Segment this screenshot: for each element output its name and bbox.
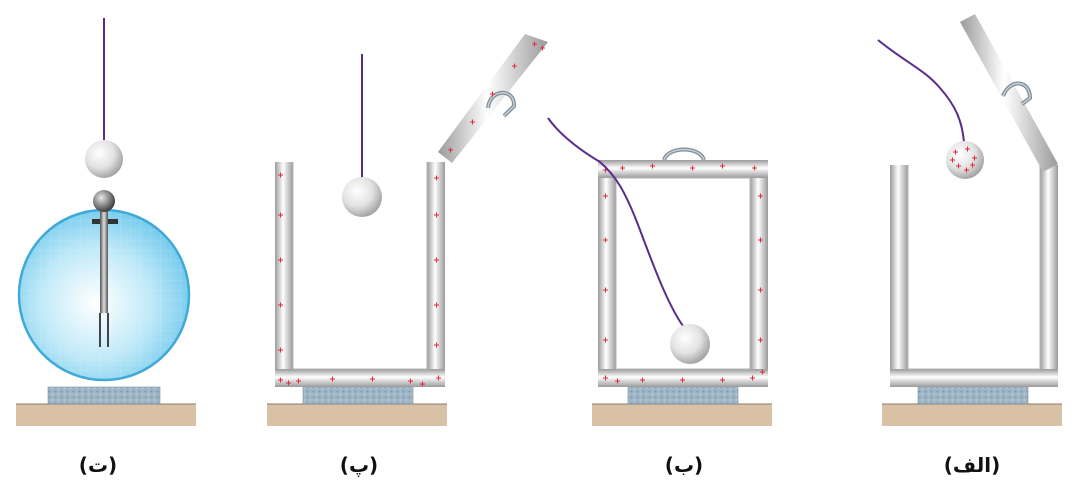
open-lid [438, 34, 548, 163]
panel-pe: (پ) [267, 34, 548, 477]
metal-can [275, 162, 445, 387]
insulating-base [302, 386, 414, 405]
panel-label-te: (ت) [79, 453, 117, 477]
insulating-base [47, 386, 161, 405]
open-lid [960, 14, 1058, 172]
thread [877, 39, 965, 143]
can-charges [278, 41, 545, 387]
insulating-base [917, 386, 1029, 405]
panel-label-alef: (الف) [944, 453, 1000, 477]
table [16, 404, 196, 426]
electroscope-rod [92, 205, 118, 347]
panel-label-be: (ب) [665, 453, 703, 477]
table [267, 404, 447, 426]
panel-alef: (الف) [877, 14, 1062, 477]
panel-be: (ب) [547, 117, 772, 477]
ball-charges [950, 146, 977, 173]
neutral-ball [85, 140, 123, 178]
can-charges [603, 163, 765, 384]
thread [547, 117, 687, 331]
panel-te: (ت) [16, 18, 196, 477]
neutral-ball [342, 177, 382, 217]
table [592, 404, 772, 426]
neutral-ball [670, 324, 710, 364]
table [882, 404, 1062, 426]
electroscope-knob [93, 190, 115, 212]
panel-label-pe: (پ) [340, 453, 378, 477]
insulating-base [627, 386, 739, 405]
metal-can [890, 165, 1058, 387]
